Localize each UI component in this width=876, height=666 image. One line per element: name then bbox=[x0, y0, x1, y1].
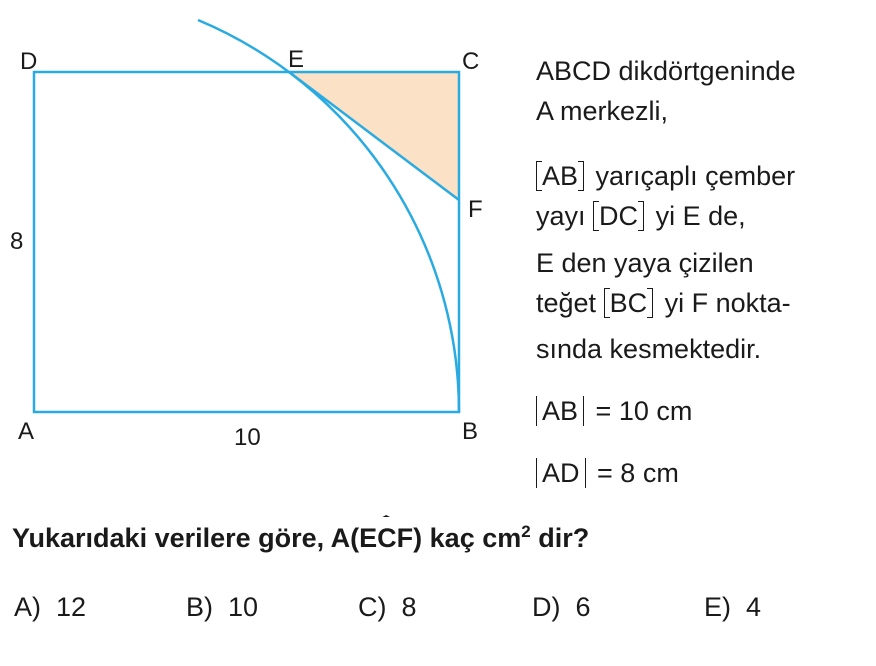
segment-bc: BC bbox=[603, 288, 654, 318]
segment-ab-text: AB bbox=[542, 161, 579, 191]
given-ad-value: = 8 cm bbox=[597, 458, 679, 488]
option-value: 8 bbox=[401, 592, 417, 622]
vertex-a: A bbox=[18, 418, 35, 445]
side-label-ad: 8 bbox=[10, 228, 24, 255]
vertex-d: D bbox=[20, 48, 38, 75]
vertex-b: B bbox=[462, 418, 479, 445]
abs-ad: AD bbox=[536, 458, 586, 488]
statement-line-1: ABCD dikdörtgeninde bbox=[536, 56, 796, 86]
option-b[interactable]: B) 10 bbox=[186, 592, 258, 623]
question-superscript: 2 bbox=[521, 522, 531, 541]
statement-line-6: teğet BC yi F nokta- bbox=[536, 288, 791, 318]
statement-line-6-text: yi F nokta- bbox=[664, 288, 791, 318]
given-ab-value: = 10 cm bbox=[595, 396, 693, 426]
option-value: 6 bbox=[575, 592, 591, 622]
option-label: D) bbox=[532, 592, 561, 622]
statement-line-7: sında kesmektedir. bbox=[536, 334, 762, 364]
abs-ab: AB bbox=[536, 396, 585, 426]
question-text: Yukarıdaki verilere göre, A(ECF) kaç cm2… bbox=[12, 522, 589, 554]
option-a[interactable]: A) 12 bbox=[14, 592, 86, 623]
option-label: A) bbox=[14, 592, 41, 622]
statement-line-4-text: yi E de, bbox=[655, 201, 746, 231]
question-post: ) kaç cm bbox=[413, 523, 522, 553]
segment-dc-text: DC bbox=[599, 201, 639, 231]
side-label-ab: 10 bbox=[234, 424, 261, 451]
statement-line-4: yayı DC yi E de, bbox=[536, 201, 746, 231]
segment-ab: AB bbox=[536, 161, 585, 191]
statement-line-3: AB yarıçaplı çember bbox=[536, 161, 795, 191]
statement-line-4-pre: yayı bbox=[536, 201, 586, 231]
option-label: B) bbox=[186, 592, 213, 622]
arc-ecf: ECF bbox=[359, 523, 414, 553]
statement-line-5: E den yaya çizilen bbox=[536, 248, 754, 278]
vertex-e: E bbox=[288, 46, 305, 73]
question-pre: Yukarıdaki verilere göre, A( bbox=[12, 523, 360, 553]
statement-line-2: A merkezli, bbox=[536, 96, 669, 126]
statement-line-6-pre: teğet bbox=[536, 288, 597, 318]
option-c[interactable]: C) 8 bbox=[358, 592, 417, 623]
option-label: C) bbox=[358, 592, 387, 622]
circle-arc bbox=[197, 18, 461, 413]
statement-line-3-text: yarıçaplı çember bbox=[595, 161, 796, 191]
option-label: E) bbox=[704, 592, 731, 622]
option-value: 4 bbox=[746, 592, 762, 622]
vertex-c: C bbox=[462, 48, 480, 75]
rectangle-abcd bbox=[32, 70, 461, 414]
given-ab: AB = 10 cm bbox=[536, 396, 692, 426]
question-end: dir? bbox=[530, 523, 590, 553]
option-value: 12 bbox=[56, 592, 87, 622]
tangent-line-ef bbox=[288, 71, 460, 201]
option-e[interactable]: E) 4 bbox=[704, 592, 761, 623]
segment-dc: DC bbox=[593, 201, 645, 231]
segment-bc-text: BC bbox=[609, 288, 648, 318]
given-ad: AD = 8 cm bbox=[536, 458, 679, 488]
option-value: 10 bbox=[228, 592, 259, 622]
option-d[interactable]: D) 6 bbox=[532, 592, 591, 623]
vertex-f: F bbox=[468, 196, 483, 223]
